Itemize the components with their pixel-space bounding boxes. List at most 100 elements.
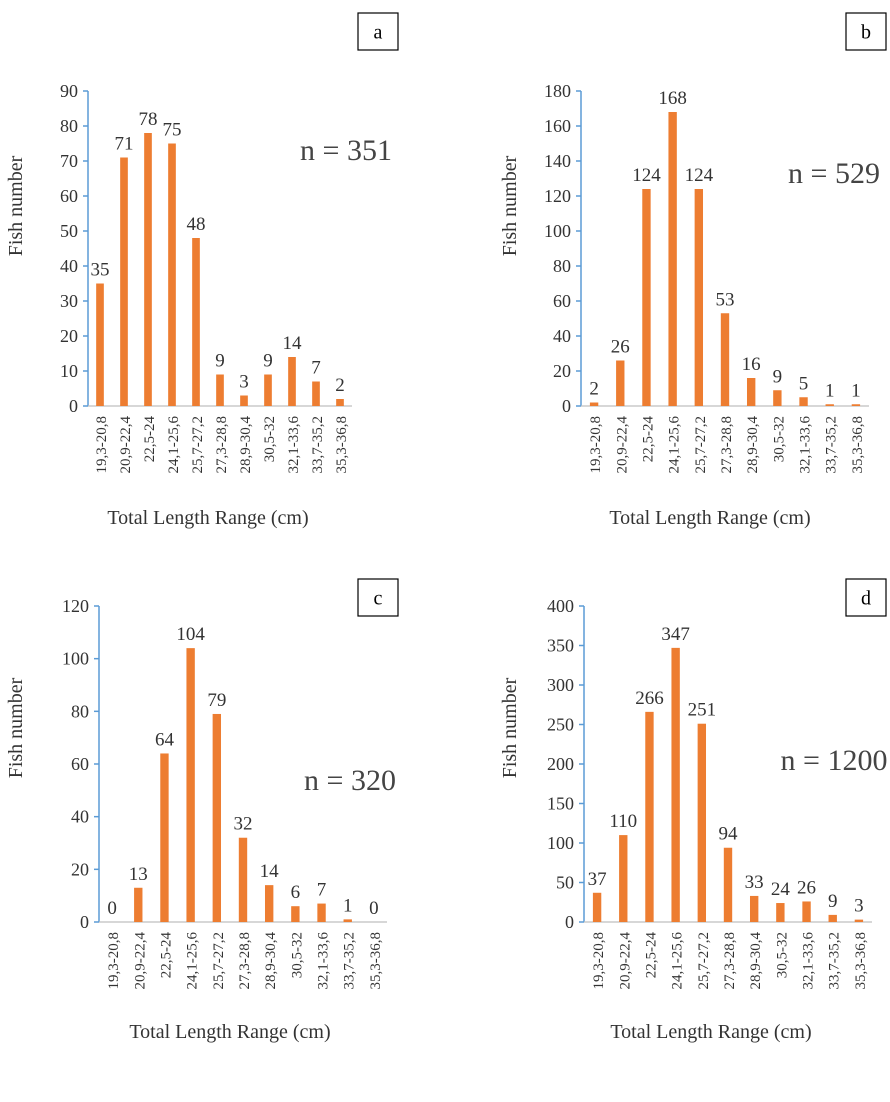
- panel-label-box: [845, 12, 887, 51]
- bar-a-9: [312, 381, 320, 406]
- y-tick-label: 60: [553, 291, 571, 311]
- y-axis-title: Fish number: [5, 677, 27, 778]
- data-label: 26: [611, 337, 630, 358]
- bar-a-3: [168, 143, 176, 406]
- x-tick-label: 22,5-24: [643, 932, 659, 979]
- data-label: 53: [716, 289, 735, 310]
- bar-a-0: [96, 283, 104, 406]
- y-axis-title: Fish number: [5, 155, 27, 256]
- data-label: 16: [742, 354, 761, 375]
- bar-d-10: [854, 919, 864, 922]
- data-label: 7: [311, 358, 321, 379]
- data-label: 266: [635, 688, 664, 709]
- x-tick-label: 24,1-25,6: [166, 416, 182, 474]
- y-tick-label: 250: [547, 715, 574, 735]
- sample-size-annotation: n = 320: [304, 764, 396, 797]
- x-tick-label: 32,1-33,6: [801, 932, 817, 990]
- x-tick-label: 20,9-22,4: [132, 932, 148, 990]
- x-tick-label: 24,1-25,6: [670, 932, 686, 990]
- y-tick-label: 120: [62, 596, 89, 616]
- x-tick-label: 27,3-28,8: [237, 932, 253, 990]
- panel-label: b: [861, 22, 871, 44]
- y-tick-label: 0: [69, 396, 78, 416]
- data-label: 251: [688, 700, 717, 721]
- y-tick-label: 80: [60, 116, 78, 136]
- y-tick-label: 140: [544, 151, 571, 171]
- x-axis-title: Total Length Range (cm): [107, 507, 308, 529]
- bar-a-7: [264, 374, 272, 406]
- chart-panel-b: 0 20 40 60 80 100 120 140 160 180 2 19,3-20,8 26 20,9…: [499, 12, 887, 529]
- data-label: 9: [828, 891, 838, 912]
- x-tick-label: 24,1-25,6: [667, 416, 683, 474]
- y-tick-label: 90: [60, 81, 78, 101]
- data-label: 24: [771, 879, 791, 900]
- bar-c-5: [238, 837, 248, 922]
- bar-a-1: [120, 157, 128, 406]
- data-label: 9: [263, 351, 273, 372]
- data-label: 2: [335, 375, 345, 396]
- y-tick-label: 30: [60, 291, 78, 311]
- y-axis-title: Fish number: [499, 677, 521, 778]
- data-label: 3: [239, 372, 249, 393]
- x-tick-label: 25,7-27,2: [693, 416, 709, 474]
- data-label: 110: [609, 811, 637, 832]
- bar-d-0: [592, 892, 602, 922]
- y-tick-label: 10: [60, 361, 78, 381]
- x-tick-label: 27,3-28,8: [722, 932, 738, 990]
- y-tick-label: 400: [547, 596, 574, 616]
- x-tick-label: 35,3-36,8: [368, 932, 384, 990]
- x-tick-label: 33,7-35,2: [827, 932, 843, 990]
- bar-c-7: [291, 906, 300, 922]
- data-label: 124: [632, 165, 661, 186]
- x-tick-label: 28,9-30,4: [263, 932, 279, 990]
- x-tick-label: 28,9-30,4: [748, 932, 764, 990]
- data-label: 7: [317, 880, 327, 901]
- bar-d-9: [828, 914, 837, 922]
- data-label: 9: [773, 366, 783, 387]
- y-tick-label: 160: [544, 116, 571, 136]
- y-tick-label: 120: [544, 186, 571, 206]
- x-tick-label: 33,7-35,2: [342, 932, 358, 990]
- y-tick-label: 80: [553, 256, 571, 276]
- bar-d-5: [723, 847, 733, 922]
- y-tick-label: 60: [60, 186, 78, 206]
- x-tick-label: 25,7-27,2: [211, 932, 227, 990]
- y-tick-label: 100: [62, 649, 89, 669]
- y-tick-label: 20: [71, 859, 89, 879]
- x-tick-label: 30,5-32: [289, 932, 305, 978]
- y-tick-label: 180: [544, 81, 571, 101]
- panel-label: c: [374, 588, 383, 610]
- bar-c-3: [186, 648, 195, 922]
- x-tick-label: 35,3-36,8: [334, 416, 350, 474]
- y-tick-label: 100: [544, 221, 571, 241]
- x-tick-label: 33,7-35,2: [824, 416, 840, 474]
- data-label: 6: [291, 882, 301, 903]
- data-label: 0: [369, 898, 379, 919]
- sample-size-annotation: n = 351: [300, 134, 392, 167]
- data-label: 14: [283, 333, 303, 354]
- y-tick-label: 300: [547, 675, 574, 695]
- x-tick-label: 35,3-36,8: [850, 416, 866, 474]
- x-tick-label: 19,3-20,8: [588, 416, 604, 474]
- panel-label: a: [374, 22, 383, 44]
- x-axis-title: Total Length Range (cm): [610, 1021, 811, 1043]
- y-tick-label: 50: [60, 221, 78, 241]
- y-tick-label: 40: [60, 256, 78, 276]
- bar-c-8: [317, 903, 326, 922]
- bar-a-4: [192, 238, 200, 406]
- x-tick-label: 22,5-24: [158, 932, 174, 979]
- x-tick-label: 25,7-27,2: [696, 932, 712, 990]
- bar-c-2: [160, 753, 169, 922]
- data-label: 104: [176, 624, 205, 645]
- y-tick-label: 150: [547, 794, 574, 814]
- data-label: 94: [719, 824, 739, 845]
- data-label: 0: [107, 898, 117, 919]
- bar-b-7: [773, 390, 782, 406]
- panel-label-box: [845, 578, 887, 617]
- bar-c-6: [264, 885, 274, 922]
- bar-d-8: [802, 901, 811, 922]
- x-tick-label: 19,3-20,8: [591, 932, 607, 990]
- bar-a-8: [288, 357, 296, 406]
- data-label: 168: [658, 88, 687, 109]
